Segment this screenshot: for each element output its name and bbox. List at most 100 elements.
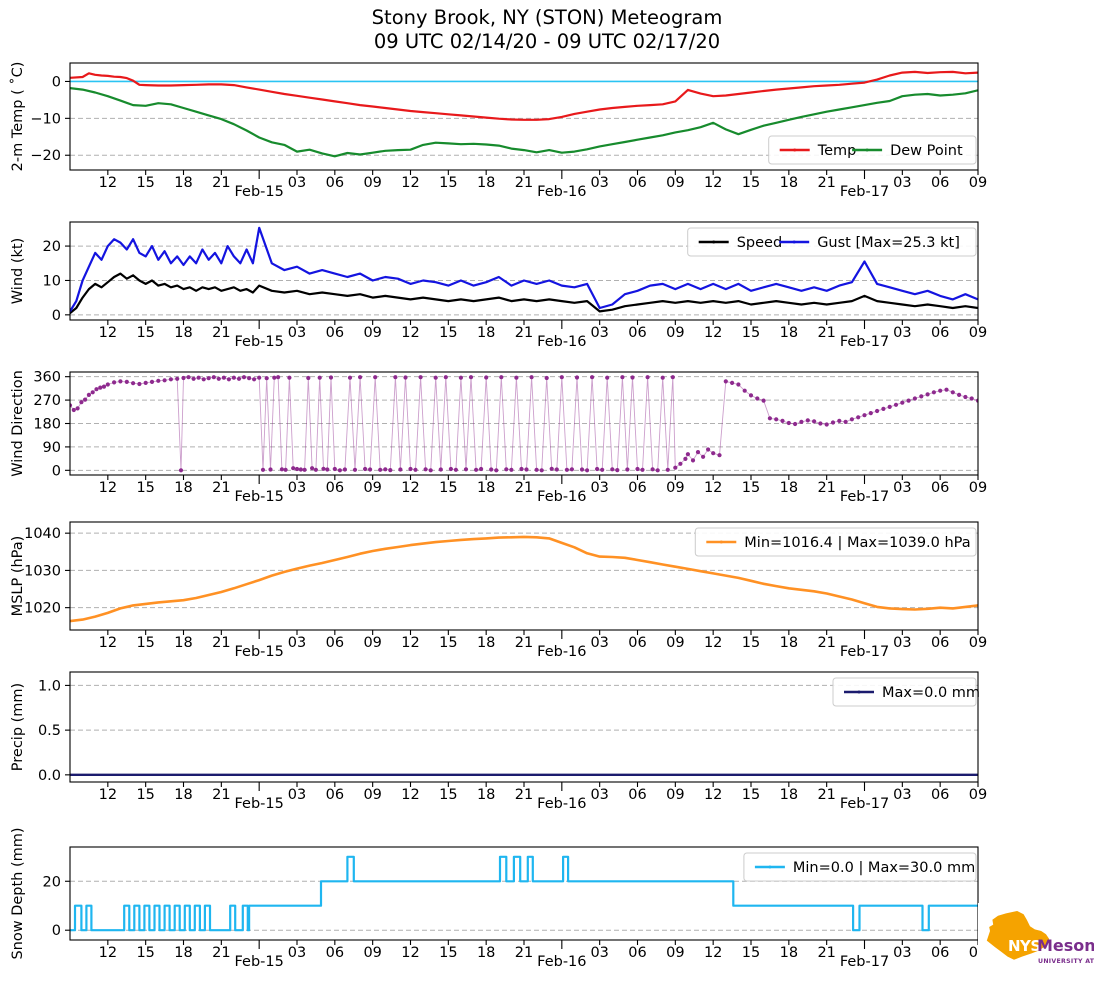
series-line-temp [70, 70, 978, 121]
x-tick-label-hour: 09 [969, 175, 987, 191]
wind-direction-point [302, 467, 307, 472]
wind-direction-point [544, 375, 549, 381]
wind-direction-point [837, 418, 842, 423]
x-tick-label-date: Feb-16 [537, 954, 586, 970]
x-tick-label-hour: 03 [288, 325, 306, 341]
wind-direction-point [206, 376, 211, 381]
x-tick-label-hour: 21 [212, 325, 230, 341]
wind-direction-point [332, 466, 337, 472]
x-tick-label-hour: 09 [666, 325, 684, 341]
x-tick-label-hour: 15 [439, 325, 457, 341]
x-tick-label-hour: 09 [363, 945, 381, 961]
x-tick-label-date: Feb-16 [537, 184, 586, 200]
x-tick-label-hour: 21 [212, 945, 230, 961]
wind-direction-point [630, 375, 635, 380]
series-line-dew-point [70, 87, 978, 158]
wind-direction-point [378, 467, 383, 472]
wind-direction-point [944, 387, 949, 392]
wind-direction-point [201, 377, 206, 382]
legend-label: Gust [Max=25.3 kt] [817, 235, 960, 251]
x-tick-label-hour: 15 [136, 787, 154, 803]
wind-direction-point [519, 466, 524, 472]
wind-direction-point [342, 467, 347, 472]
x-tick-label-hour: 15 [136, 945, 154, 961]
wind-direction-point [443, 375, 448, 380]
wind-direction-point [168, 377, 173, 382]
x-tick-label-hour: 12 [401, 635, 419, 651]
x-tick-label-hour: 18 [477, 787, 495, 803]
data-traces [70, 226, 978, 315]
wind-direction-point [118, 379, 123, 384]
wind-direction-point [298, 467, 303, 472]
wind-direction-point [398, 467, 403, 472]
wind-direction-point [337, 468, 342, 473]
wind-direction-point [484, 375, 489, 380]
x-tick-label-hour: 12 [99, 175, 117, 191]
wind-direction-point [149, 379, 155, 384]
wind-direction-point [94, 387, 99, 392]
wind-direction-point [730, 380, 735, 385]
y-tick-label: 1020 [24, 601, 61, 617]
wind-direction-point [403, 375, 408, 380]
wind-direction-point [678, 461, 683, 466]
x-tick-label-hour: 06 [628, 175, 646, 191]
y-axis-label: Wind (kt) [10, 238, 26, 304]
legend-box [694, 527, 977, 557]
wind-direction-point [620, 375, 625, 380]
y-tick-label: 0 [52, 74, 61, 90]
x-tick-label-hour: 06 [628, 635, 646, 651]
wind-direction-point [363, 466, 368, 472]
x-tick-label-hour: 12 [704, 787, 722, 803]
y-tick-label: 270 [33, 393, 61, 409]
wind-direction-point [294, 466, 300, 472]
x-tick-label-hour: 18 [780, 787, 798, 803]
x-tick-label-hour: 12 [99, 945, 117, 961]
y-axis-label: Snow Depth (mm) [10, 827, 26, 959]
wind-direction-point [673, 465, 678, 470]
wind-direction-point [670, 375, 675, 380]
x-tick-label-hour: 03 [893, 480, 911, 496]
x-tick-label-date: Feb-15 [234, 334, 283, 350]
x-tick-label-hour: 03 [590, 480, 608, 496]
x-tick-label-hour: 18 [174, 175, 192, 191]
x-tick-label-hour: 09 [969, 325, 987, 341]
x-tick-label-date: Feb-15 [234, 489, 283, 505]
legend-label: Max=0.0 mm [882, 685, 980, 701]
x-tick-label-hour: 15 [742, 945, 760, 961]
x-tick-label-date: Feb-17 [840, 184, 889, 200]
x-tick-label-hour: 21 [212, 787, 230, 803]
wind-direction-point [474, 467, 479, 472]
x-tick-label-hour: 06 [628, 325, 646, 341]
x-tick-label-hour: 06 [931, 325, 949, 341]
wind-direction-point [534, 467, 539, 472]
wind-direction-point [524, 467, 529, 472]
legend-label: Temp [817, 143, 857, 159]
wind-direction-point [310, 466, 315, 471]
wind-direction-point [368, 467, 373, 472]
wind-direction-point [893, 402, 899, 407]
wind-direction-point [313, 467, 318, 472]
y-tick-label: 10 [43, 273, 61, 289]
y-axis-label: 2-m Temp ( ˚C) [9, 62, 26, 172]
x-tick-label-hour: 09 [363, 480, 381, 496]
x-tick-label-hour: 03 [893, 945, 911, 961]
wind-direction-point [499, 375, 504, 380]
x-tick-label-hour: 21 [515, 945, 533, 961]
wind-direction-point [264, 376, 269, 381]
x-tick-label-hour: 21 [212, 635, 230, 651]
data-traces [70, 535, 978, 623]
wind-direction-point [615, 468, 620, 473]
wind-direction-point [554, 467, 559, 472]
wind-direction-point [881, 406, 886, 411]
legend-marker [712, 240, 716, 244]
wind-direction-point [887, 404, 892, 409]
x-tick-label-hour: 09 [666, 175, 684, 191]
legend-temperature: Temp Dew Point [768, 135, 977, 165]
x-tick-label-hour: 15 [742, 175, 760, 191]
wind-direction-point [569, 467, 575, 472]
wind-direction-point [793, 421, 798, 427]
x-tick-label-hour: 06 [628, 787, 646, 803]
